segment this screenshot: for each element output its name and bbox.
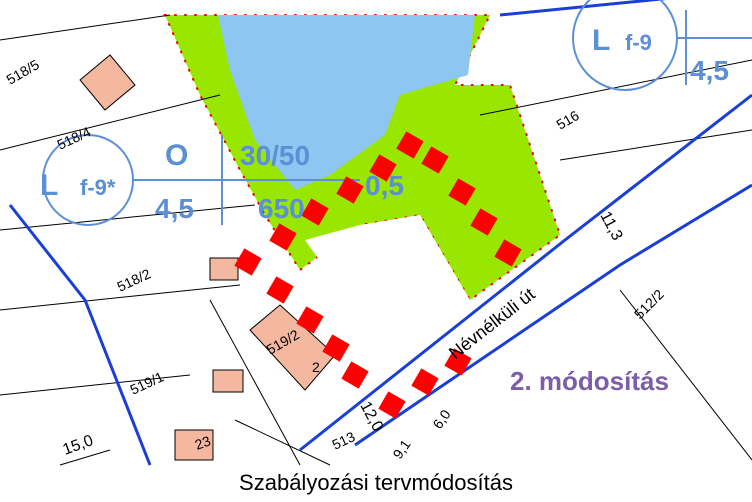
page: 518/5518/4Lf-9*O30/504,56500,5Lf-94,5516… [0, 0, 752, 502]
map-label: 30/50 [240, 140, 310, 171]
map-label: f-9* [80, 175, 116, 200]
buildings-part [210, 258, 238, 280]
map-label: L [40, 169, 58, 202]
map-label: 2 [312, 359, 320, 375]
map-label: 650 [258, 193, 305, 224]
caption: Szabályozási tervmódosítás [0, 470, 752, 496]
map-label: 2. módosítás [510, 366, 669, 396]
map-label: 0,5 [365, 170, 404, 201]
map-label: L [592, 24, 610, 57]
map-label: f-9 [625, 30, 652, 55]
map-label: 4,5 [155, 193, 194, 224]
map-label: 4,5 [690, 55, 729, 86]
map-label: O [165, 139, 188, 172]
buildings-part [213, 370, 243, 392]
